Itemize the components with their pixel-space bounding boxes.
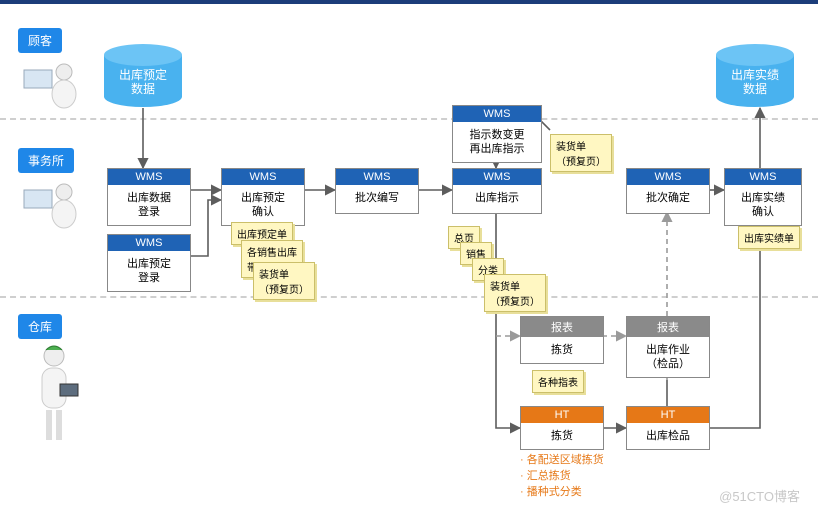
node-body: 出库作业（检品）: [627, 337, 709, 377]
sticky-s_res: 出库实绩单: [738, 226, 800, 249]
node-header: 报表: [521, 317, 603, 337]
node-n_batchfix: WMS批次确定: [626, 168, 710, 214]
node-header: HT: [627, 407, 709, 423]
node-n_rep_work: 报表出库作业（检品）: [626, 316, 710, 378]
node-body: 出库检品: [627, 423, 709, 449]
diagram-stage: { "colors":{ "role_badge":"#1f87e8","wms…: [0, 0, 818, 517]
node-body: 出库指示: [453, 185, 541, 211]
node-n_batch: WMS批次编写: [335, 168, 419, 214]
node-n_confirm: WMS出库预定确认: [221, 168, 305, 226]
node-body: 指示数变更再出库指示: [453, 122, 541, 162]
sticky-s_change: 装货单（预复页）: [550, 134, 612, 172]
sticky-s_i4: 装货单（预复页）: [484, 274, 546, 312]
node-header: WMS: [453, 169, 541, 185]
node-header: WMS: [725, 169, 801, 185]
node-header: WMS: [336, 169, 418, 185]
node-body: 拣货: [521, 423, 603, 449]
node-header: HT: [521, 407, 603, 423]
watermark: @51CTO博客: [719, 486, 800, 505]
node-body: 批次编写: [336, 185, 418, 211]
node-n_instr: WMS出库指示: [452, 168, 542, 214]
node-header: WMS: [108, 169, 190, 185]
orange-notes: · 各配送区域拣货 · 汇总拣货 · 播种式分类: [520, 452, 604, 500]
node-body: 出库实绩确认: [725, 185, 801, 225]
note-line-1: · 各配送区域拣货: [520, 452, 604, 468]
note-line-2: · 汇总拣货: [520, 468, 604, 484]
node-n_ht_chk: HT出库检品: [626, 406, 710, 450]
sticky-s_conf3: 装货单（预复页）: [253, 262, 315, 300]
node-n_ht_pick: HT拣货: [520, 406, 604, 450]
node-n_rep_pick: 报表拣货: [520, 316, 604, 364]
arrow-4: [189, 200, 221, 256]
node-body: 出库预定确认: [222, 185, 304, 225]
node-body: 批次确定: [627, 185, 709, 211]
note-line-3: · 播种式分类: [520, 484, 604, 500]
sticky-s_pick: 各种指表: [532, 370, 584, 393]
node-header: WMS: [453, 106, 541, 122]
node-n_resultconf: WMS出库实绩确认: [724, 168, 802, 226]
node-header: WMS: [222, 169, 304, 185]
node-body: 出库预定登录: [108, 251, 190, 291]
node-n_change: WMS指示数变更再出库指示: [452, 105, 542, 163]
node-n_reg2: WMS出库预定登录: [107, 234, 191, 292]
node-body: 拣货: [521, 337, 603, 363]
node-n_reg: WMS出库数据登录: [107, 168, 191, 226]
node-header: WMS: [627, 169, 709, 185]
node-header: WMS: [108, 235, 190, 251]
arrow-7: [496, 212, 520, 428]
node-body: 出库数据登录: [108, 185, 190, 225]
node-header: 报表: [627, 317, 709, 337]
